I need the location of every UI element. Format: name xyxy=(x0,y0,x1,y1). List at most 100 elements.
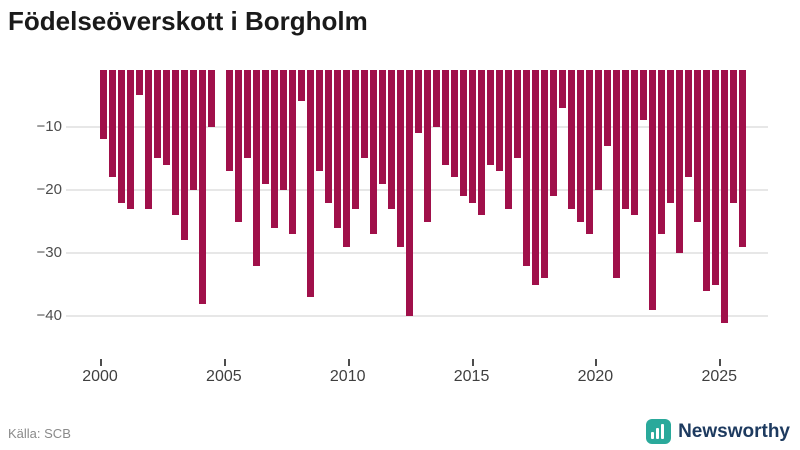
x-tick-mark xyxy=(100,359,102,366)
footer: Källa: SCB Newsworthy xyxy=(0,412,800,450)
bar xyxy=(685,70,693,178)
gridline xyxy=(66,188,768,191)
bar xyxy=(640,70,648,121)
bar xyxy=(136,70,144,96)
x-tick-label: 2005 xyxy=(206,368,242,385)
bar xyxy=(334,70,342,228)
bar xyxy=(397,70,405,247)
x-tick-mark xyxy=(347,359,350,366)
bar xyxy=(739,70,747,247)
bar xyxy=(379,70,387,184)
bar xyxy=(523,70,531,266)
bar xyxy=(253,70,261,266)
bar xyxy=(712,70,720,285)
bar xyxy=(262,70,270,184)
bar xyxy=(451,70,459,178)
bar xyxy=(244,70,252,159)
bar xyxy=(721,70,729,323)
bar xyxy=(415,70,423,134)
plot-area: −10 −20 −30 −40 2000 2005 2010 2015 2020 2025 xyxy=(36,70,768,385)
bar xyxy=(496,70,504,171)
bar xyxy=(100,70,108,140)
bar xyxy=(181,70,189,241)
bar xyxy=(271,70,279,228)
bar xyxy=(676,70,684,254)
bar xyxy=(658,70,666,235)
bar xyxy=(478,70,486,216)
bar xyxy=(541,70,549,279)
bar xyxy=(163,70,171,165)
bar xyxy=(289,70,297,235)
gridline xyxy=(66,315,768,318)
bar xyxy=(316,70,324,171)
x-tick-mark xyxy=(223,359,226,366)
bar xyxy=(172,70,180,216)
bar xyxy=(460,70,468,197)
bar xyxy=(109,70,117,178)
bar xyxy=(361,70,369,159)
bar xyxy=(199,70,207,304)
bar xyxy=(433,70,441,127)
bar xyxy=(694,70,702,222)
bar xyxy=(280,70,288,190)
bar xyxy=(613,70,621,279)
y-tick-label: −10 xyxy=(36,117,62,135)
bar xyxy=(595,70,603,190)
bar xyxy=(622,70,630,209)
bar xyxy=(604,70,612,146)
x-tick-mark xyxy=(595,359,598,366)
bar xyxy=(559,70,567,108)
bar xyxy=(667,70,675,203)
bar xyxy=(226,70,234,171)
bar xyxy=(370,70,378,235)
bar xyxy=(325,70,333,203)
source-label: Källa: SCB xyxy=(8,426,71,441)
x-tick-label: 2025 xyxy=(701,368,738,385)
bar xyxy=(487,70,495,165)
bar xyxy=(514,70,522,159)
bar xyxy=(424,70,432,222)
y-tick-label: −40 xyxy=(36,307,62,325)
bar xyxy=(550,70,558,197)
x-tick-label: 2015 xyxy=(453,368,490,385)
x-tick-mark xyxy=(719,359,722,366)
bar xyxy=(118,70,126,203)
y-tick-label: −20 xyxy=(36,180,62,198)
x-tick-label: 2000 xyxy=(82,368,118,385)
y-tick-label: −30 xyxy=(36,244,62,262)
x-tick-label: 2020 xyxy=(577,368,614,385)
bar xyxy=(388,70,396,209)
bar xyxy=(532,70,540,285)
bar xyxy=(631,70,639,216)
bar xyxy=(235,70,243,222)
bar xyxy=(469,70,477,203)
bar xyxy=(352,70,360,209)
icon-bar-medium xyxy=(656,428,660,439)
bar xyxy=(406,70,414,317)
bar xyxy=(127,70,135,209)
newsworthy-logo: Newsworthy xyxy=(646,419,790,444)
bar xyxy=(703,70,711,292)
bar-chart-icon xyxy=(646,419,672,444)
bar xyxy=(154,70,162,159)
x-tick-label: 2010 xyxy=(329,368,366,385)
bar xyxy=(208,70,216,127)
chart-title: Födelseöverskott i Borgholm xyxy=(8,6,368,36)
bar xyxy=(343,70,351,247)
gridline xyxy=(66,252,768,255)
bar xyxy=(577,70,585,222)
newsworthy-wordmark: Newsworthy xyxy=(678,420,790,442)
bar xyxy=(145,70,153,209)
icon-bar-small xyxy=(651,432,655,439)
bar xyxy=(442,70,450,165)
bar xyxy=(190,70,198,190)
bar xyxy=(505,70,513,209)
bar xyxy=(730,70,738,203)
bar xyxy=(568,70,576,209)
x-tick-mark xyxy=(471,359,474,366)
bar xyxy=(307,70,315,298)
bar xyxy=(298,70,306,102)
icon-bar-large xyxy=(661,424,665,439)
bar xyxy=(586,70,594,235)
bar xyxy=(649,70,657,310)
